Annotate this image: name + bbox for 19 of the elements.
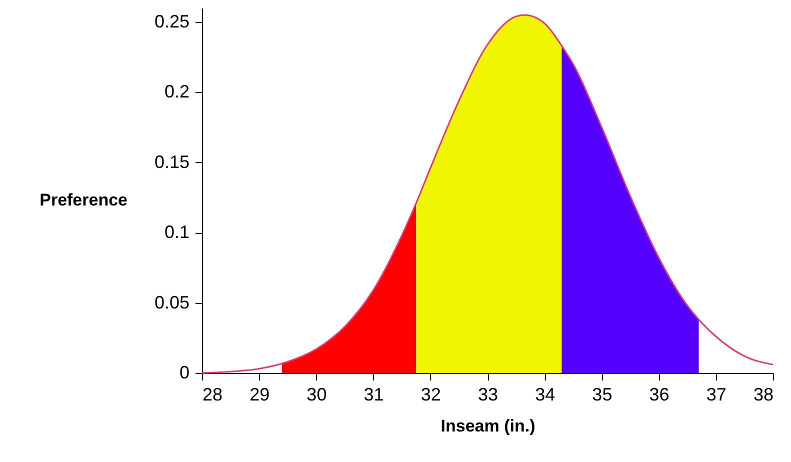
x-tick-label: 30 bbox=[306, 384, 327, 404]
x-axis-title: Inseam (in.) bbox=[440, 416, 536, 436]
x-tick-label: 28 bbox=[202, 384, 223, 404]
x-tick-label: 37 bbox=[706, 384, 726, 404]
x-tick-label: 31 bbox=[364, 384, 384, 404]
x-tick-label: 29 bbox=[250, 384, 270, 404]
x-tick-label: 32 bbox=[420, 384, 441, 404]
y-tick-label: 0 bbox=[179, 362, 190, 382]
x-tick-label: 34 bbox=[535, 384, 556, 404]
y-axis-title: Preference bbox=[40, 190, 128, 210]
x-tick-label: 38 bbox=[753, 384, 774, 404]
y-tick-label: 0.1 bbox=[164, 222, 190, 242]
y-tick-label: 0.05 bbox=[154, 292, 190, 312]
y-tick-label: 0.2 bbox=[164, 82, 190, 102]
x-tick-label: 33 bbox=[478, 384, 498, 404]
y-tick-label: 0.25 bbox=[154, 12, 190, 32]
x-tick-label: 35 bbox=[592, 384, 612, 404]
x-tick-label: 36 bbox=[649, 384, 670, 404]
y-tick-label: 0.15 bbox=[154, 152, 190, 172]
